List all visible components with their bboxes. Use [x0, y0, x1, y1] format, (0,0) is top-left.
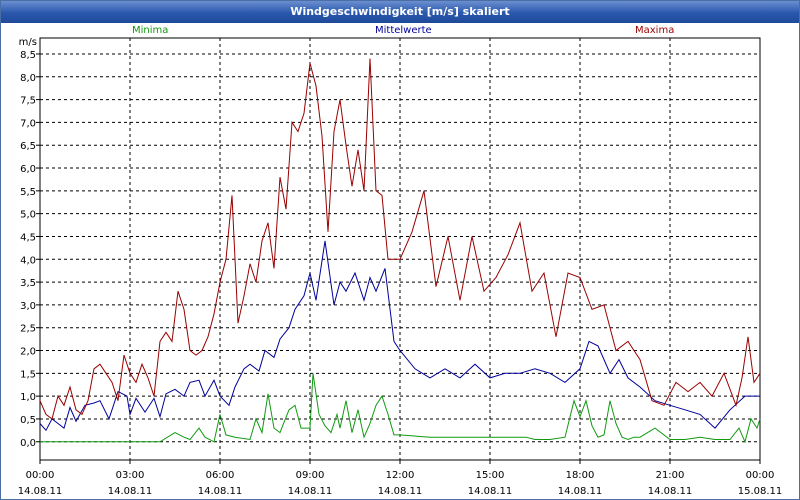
- y-tick-label: 5,0: [20, 210, 36, 221]
- y-tick-label: 4,5: [20, 232, 36, 243]
- y-tick-label: 8,5: [20, 50, 36, 61]
- y-tick-label: 3,5: [20, 278, 36, 289]
- y-tick-label: 1,0: [20, 392, 36, 403]
- x-tick-date-label: 14.08.11: [108, 486, 153, 497]
- x-tick-time-label: 09:00: [296, 470, 325, 481]
- y-tick-label: 5,5: [20, 187, 36, 198]
- x-tick-time-label: 00:00: [746, 470, 775, 481]
- y-tick-label: 7,0: [20, 118, 36, 129]
- legend-maxima: Maxima: [635, 25, 675, 36]
- legend-mittelwerte: Mittelwerte: [375, 25, 432, 36]
- x-tick-time-label: 18:00: [566, 470, 595, 481]
- x-tick-time-label: 15:00: [476, 470, 505, 481]
- y-axis-label: m/s: [19, 37, 37, 48]
- series-line-mittelwerte: [39, 240, 760, 432]
- y-tick-label: 6,5: [20, 141, 36, 152]
- y-tick-label: 6,0: [20, 164, 36, 175]
- series-line-maxima: [39, 58, 761, 420]
- x-tick-time-label: 00:00: [26, 470, 55, 481]
- y-tick-label: 1,5: [20, 369, 36, 380]
- x-tick-date-label: 14.08.11: [198, 486, 243, 497]
- y-tick-label: 0,5: [20, 415, 36, 426]
- window-title: Windgeschwindigkeit [m/s] skaliert: [1, 1, 799, 23]
- x-tick-date-label: 14.08.11: [648, 486, 693, 497]
- x-tick-date-label: 14.08.11: [288, 486, 333, 497]
- x-tick-date-label: 14.08.11: [558, 486, 603, 497]
- y-tick-label: 8,0: [20, 73, 36, 84]
- series-line-minima: [40, 373, 761, 444]
- y-tick-label: 2,5: [20, 324, 36, 335]
- x-tick-time-label: 03:00: [116, 470, 145, 481]
- x-tick-date-label: 14.08.11: [378, 486, 423, 497]
- x-tick-time-label: 06:00: [206, 470, 235, 481]
- x-tick-time-label: 12:00: [386, 470, 415, 481]
- y-tick-label: 4,0: [20, 255, 36, 266]
- legend-minima: Minima: [132, 25, 169, 36]
- y-tick-label: 3,0: [20, 301, 36, 312]
- x-tick-time-label: 21:00: [656, 470, 685, 481]
- y-tick-label: 0,0: [20, 438, 36, 449]
- x-tick-date-label: 15.08.11: [738, 486, 783, 497]
- y-tick-label: 2,0: [20, 347, 36, 358]
- x-tick-date-label: 14.08.11: [18, 486, 63, 497]
- x-tick-date-label: 14.08.11: [468, 486, 513, 497]
- y-tick-label: 7,5: [20, 96, 36, 107]
